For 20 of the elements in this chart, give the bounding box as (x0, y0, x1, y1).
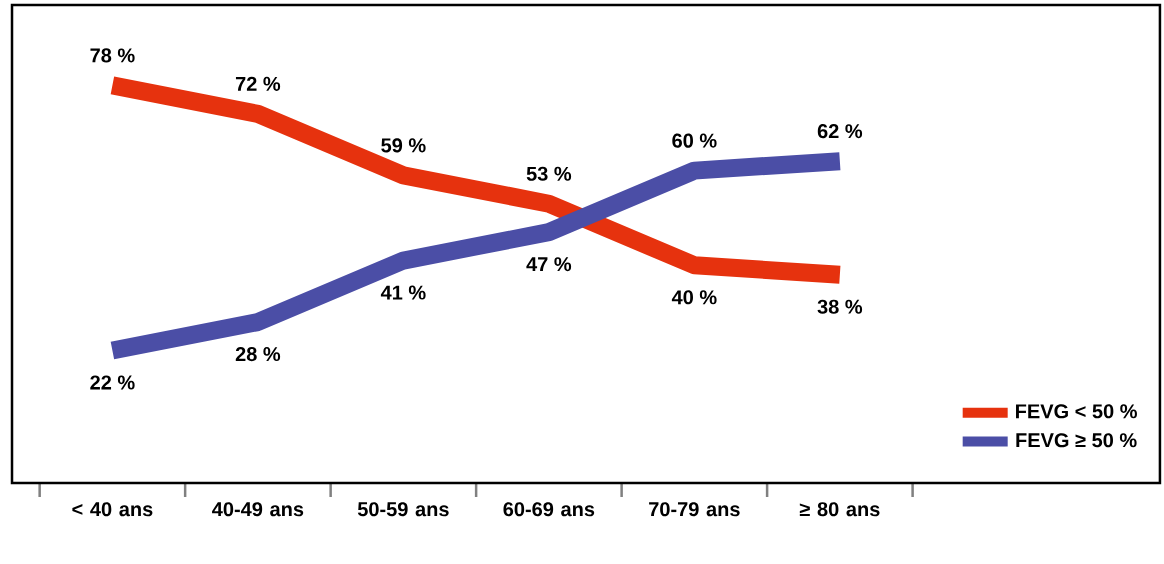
data-label: 78 % (90, 48, 135, 63)
data-label: 72 % (235, 76, 281, 91)
legend-label: FEVG < 50 % (1016, 404, 1137, 419)
data-label: 22 % (90, 375, 135, 390)
x-tick-label: 40-49 ans (212, 502, 304, 517)
data-label: 28 % (235, 347, 281, 362)
data-label: 40 % (671, 290, 717, 305)
x-tick-label: < 40 ans (72, 502, 153, 517)
x-tick-label: 70-79 ans (649, 502, 740, 517)
x-tick-label: 60-69 ans (503, 502, 595, 517)
data-label: 47 % (526, 257, 572, 272)
x-tick-label: 50-59 ans (357, 502, 449, 517)
data-label: 60 % (672, 133, 717, 148)
data-label: 59 % (381, 138, 426, 153)
x-tick-label: ≥ 80 ans (799, 502, 880, 517)
data-label: 62 % (817, 124, 863, 139)
data-label: 38 % (817, 299, 863, 314)
data-label: 41 % (380, 285, 426, 300)
data-label: 53 % (526, 166, 572, 181)
legend-label: FEVG ≥ 50 % (1016, 433, 1137, 448)
